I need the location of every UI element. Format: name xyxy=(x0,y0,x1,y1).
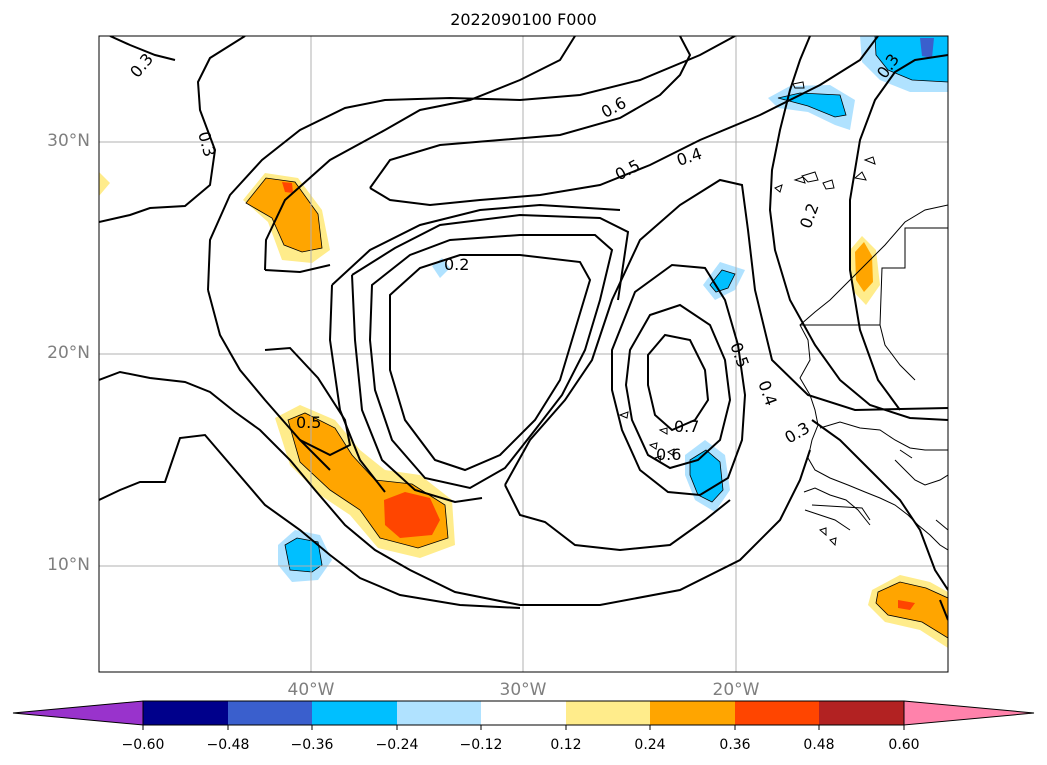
colorbar-tick-label: −0.12 xyxy=(459,737,503,753)
colorbar xyxy=(12,700,1035,730)
colorbar-extend-low xyxy=(12,700,144,726)
contour-label: 0.4 xyxy=(754,378,781,408)
contour-label: 0.2 xyxy=(796,201,823,231)
lat-label-30n: 30°N xyxy=(47,131,90,151)
colorbar-segment xyxy=(650,701,735,725)
positive-patch-east-coast xyxy=(850,236,880,305)
contour-labels: 0.3 0.3 0.6 0.5 0.4 0.2 0.2 0.5 0.4 0.5 … xyxy=(126,50,903,464)
positive-patch-southeast xyxy=(868,575,948,648)
positive-patch-north xyxy=(243,173,330,263)
colorbar-segment xyxy=(735,701,819,725)
contour-label: 0.5 xyxy=(296,413,321,432)
negative-patch-northeast xyxy=(860,36,948,92)
colorbar-tick-marks xyxy=(142,725,905,730)
gridlines xyxy=(99,36,948,672)
colorbar-tick-label: −0.36 xyxy=(290,737,334,753)
positive-patch-west-edge xyxy=(99,172,110,196)
lat-label-10n: 10°N xyxy=(47,555,90,575)
map-panel: 0.3 0.3 0.6 0.5 0.4 0.2 0.2 0.5 0.4 0.5 … xyxy=(99,36,948,672)
colorbar-frame xyxy=(142,700,905,726)
lat-label-20n: 20°N xyxy=(47,343,90,363)
colorbar-segment xyxy=(228,701,312,725)
contour-lines xyxy=(99,36,948,621)
colorbar-tick-label: 0.24 xyxy=(634,737,666,753)
contour-label: 0.5 xyxy=(612,156,643,185)
contour-label: 0.5 xyxy=(726,340,753,370)
colorbar-segment xyxy=(397,701,481,725)
colorbar-extend-high xyxy=(903,700,1035,726)
lon-label-40w: 40°W xyxy=(287,680,335,700)
colorbar-segment xyxy=(312,701,397,725)
coastlines xyxy=(618,81,948,551)
colorbar-segment xyxy=(566,701,650,725)
colorbar-tick-label: 0.12 xyxy=(550,737,582,753)
colorbar-segment xyxy=(819,701,904,725)
contour-label: 0.3 xyxy=(194,129,219,159)
colorbar-tick-label: 0.36 xyxy=(719,737,751,753)
colorbar-tick-label: 0.48 xyxy=(803,737,835,753)
negative-patch-southwest xyxy=(278,530,332,582)
contour-label: 0.6 xyxy=(598,93,629,122)
shaded-anomalies xyxy=(99,36,948,648)
patch-outlines xyxy=(245,36,948,639)
contour-label: 0.6 xyxy=(656,445,681,464)
colorbar-segment xyxy=(481,701,566,725)
colorbar-segment xyxy=(143,701,228,725)
colorbar-tick-label: −0.60 xyxy=(121,737,165,753)
lon-label-30w: 30°W xyxy=(499,680,547,700)
contour-label: 0.7 xyxy=(674,417,699,436)
contour-label: 0.4 xyxy=(674,144,704,170)
negative-patch-east xyxy=(703,262,745,300)
page-title: 2022090100 F000 xyxy=(450,10,597,29)
colorbar-tick-label: 0.60 xyxy=(888,737,920,753)
contour-label: 0.3 xyxy=(781,418,813,447)
colorbar-tick-label: −0.24 xyxy=(375,737,419,753)
colorbar-tick-label: −0.48 xyxy=(206,737,250,753)
map-frame xyxy=(98,35,949,673)
contour-label: 0.2 xyxy=(444,255,469,274)
lon-label-20w: 20°W xyxy=(712,680,760,700)
positive-patch-center xyxy=(275,405,455,558)
